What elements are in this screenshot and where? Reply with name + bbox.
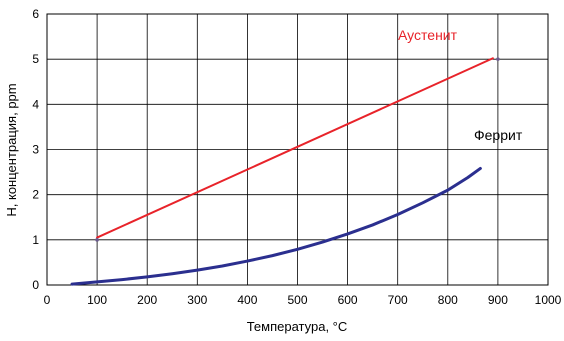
data-point-marker xyxy=(496,57,500,61)
y-tick-labels: 0 1 2 3 4 5 6 xyxy=(32,7,39,292)
x-tick-label: 800 xyxy=(438,293,458,307)
y-tick-label: 3 xyxy=(32,143,39,157)
x-tick-labels: 0 100 200 300 400 500 600 700 800 900 1000 xyxy=(44,293,562,307)
series-label-ferrite: Феррит xyxy=(474,127,523,143)
x-tick-label: 900 xyxy=(488,293,508,307)
x-tick-label: 500 xyxy=(287,293,307,307)
x-tick-label: 300 xyxy=(187,293,207,307)
x-axis-title: Температура, °C xyxy=(247,319,348,334)
x-tick-label: 200 xyxy=(137,293,157,307)
plot-frame xyxy=(46,13,549,286)
series-label-austenite: Аустенит xyxy=(398,27,458,43)
y-tick-label: 4 xyxy=(32,97,39,111)
y-axis-title: H, концентрация, ppm xyxy=(4,83,19,216)
x-tick-label: 400 xyxy=(237,293,257,307)
x-tick-label: 600 xyxy=(338,293,358,307)
data-point-marker xyxy=(95,238,99,242)
x-tick-label: 100 xyxy=(87,293,107,307)
series-line-1 xyxy=(70,166,482,286)
series-markers xyxy=(95,57,500,242)
y-tick-label: 2 xyxy=(32,188,39,202)
x-tick-label: 0 xyxy=(44,293,51,307)
x-tick-label: 1000 xyxy=(535,293,562,307)
y-tick-label: 0 xyxy=(32,278,39,292)
x-tick-label: 700 xyxy=(388,293,408,307)
series-lines xyxy=(70,57,494,286)
y-tick-label: 6 xyxy=(32,7,39,21)
series-line-0 xyxy=(96,57,494,239)
y-tick-label: 5 xyxy=(32,52,39,66)
y-tick-label: 1 xyxy=(32,233,39,247)
